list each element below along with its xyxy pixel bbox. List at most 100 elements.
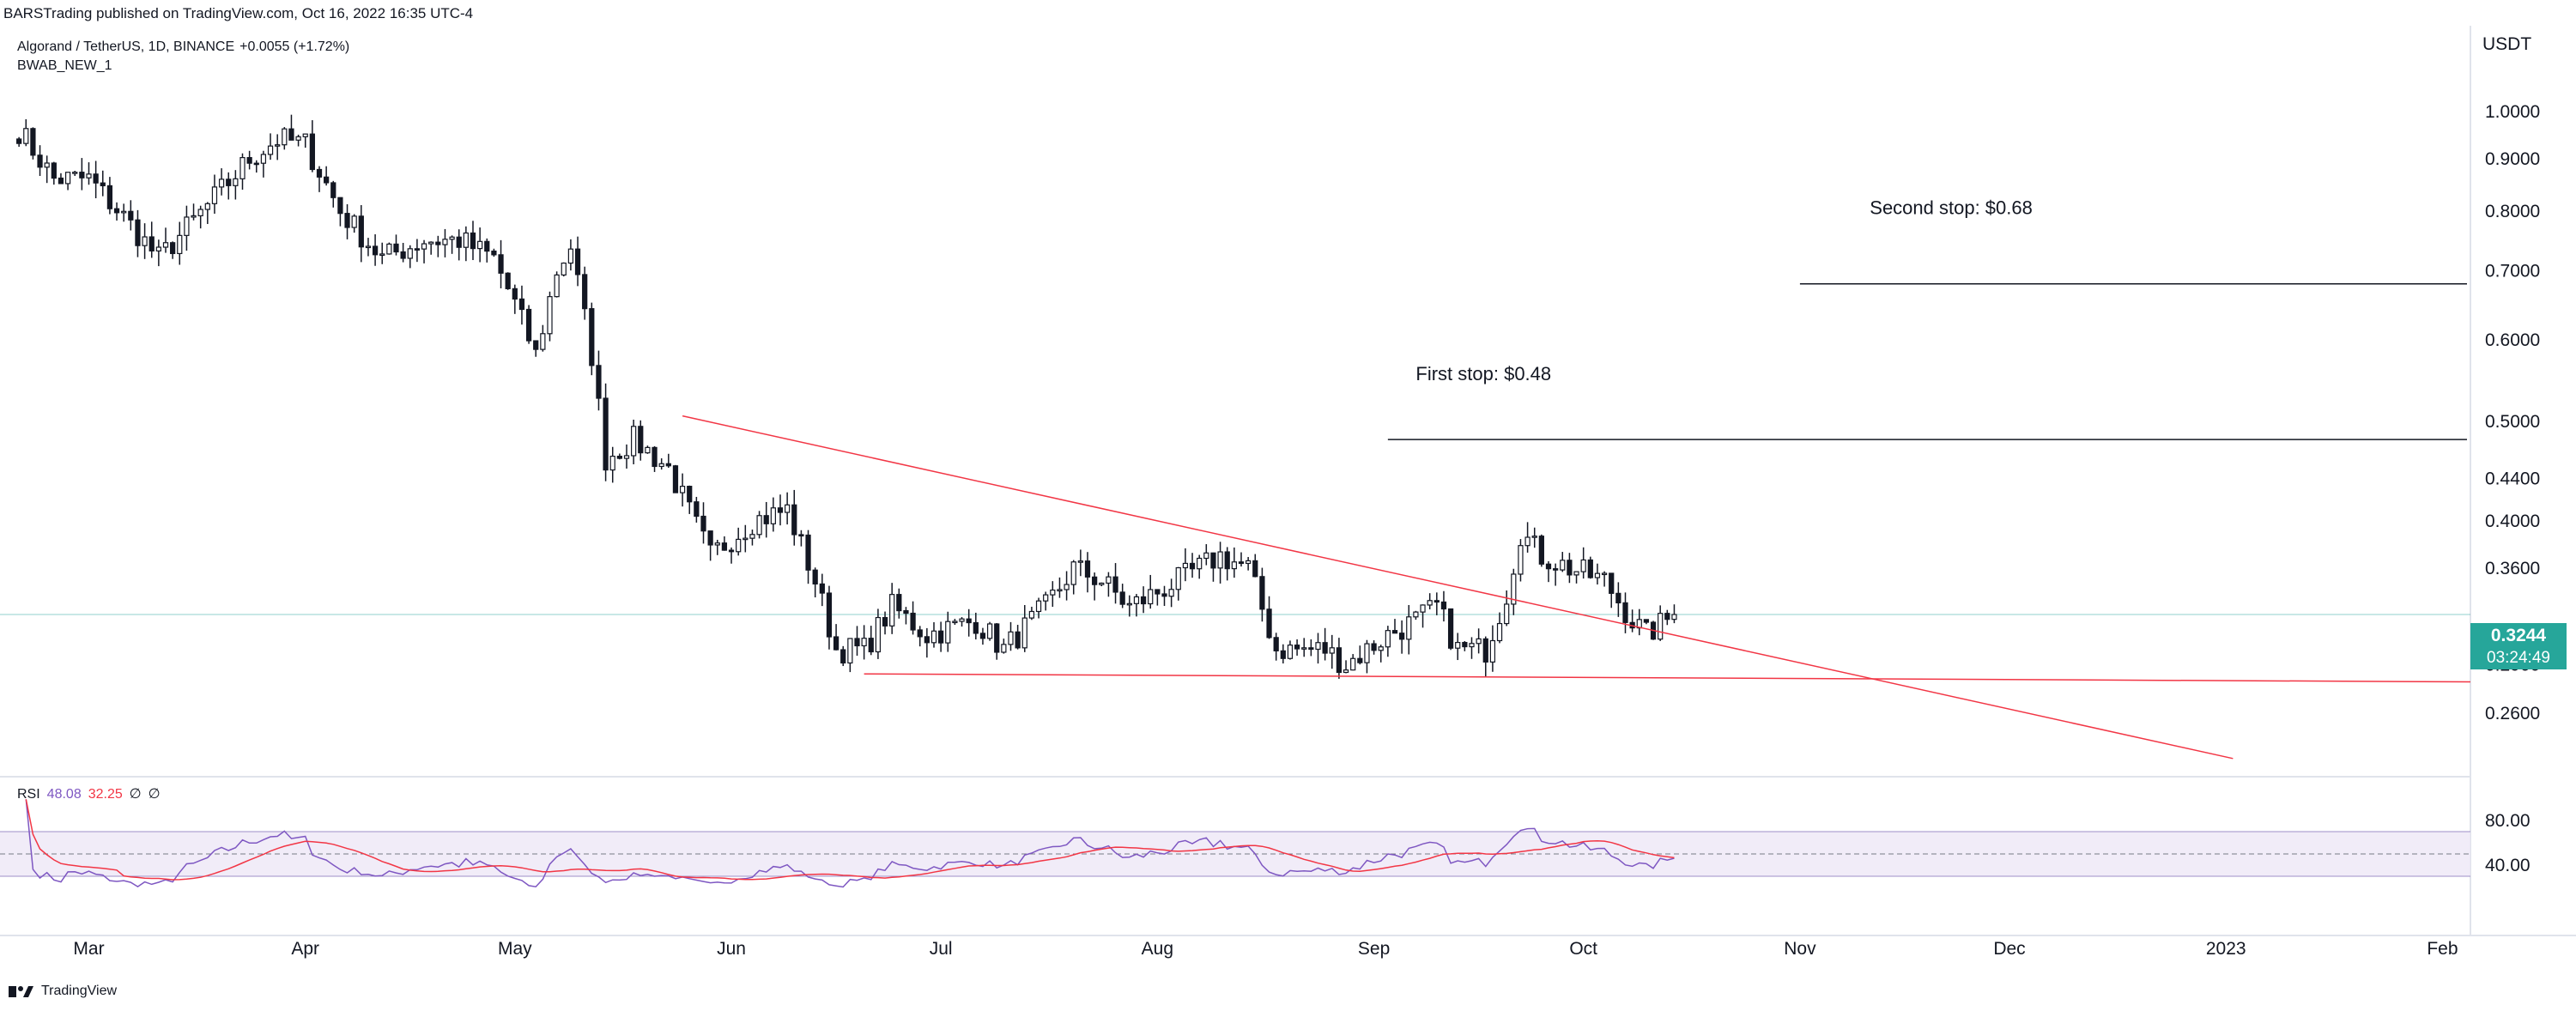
candle-body (819, 583, 825, 594)
candle-body (267, 145, 274, 155)
candle-body (162, 242, 169, 248)
candle-body (106, 185, 113, 209)
time-tick-label: Oct (1569, 939, 1597, 959)
candle-body (959, 618, 965, 622)
candle-body (44, 162, 50, 168)
candle-body (184, 216, 190, 236)
candle-body (665, 463, 671, 467)
candle-body (533, 340, 539, 350)
candle-body (288, 128, 294, 141)
candle-body (246, 157, 252, 164)
last-price-tag: 0.3244 03:24:49 (2470, 623, 2567, 669)
candle-body (1168, 589, 1174, 597)
candle-body (170, 242, 176, 255)
price-tick-label: 0.4000 (2485, 512, 2540, 531)
candle-body (365, 245, 372, 249)
candle-body (1643, 619, 1650, 623)
candle-body (23, 128, 29, 144)
candle-body (37, 154, 43, 168)
candle-body (687, 486, 693, 503)
candle-body (707, 530, 713, 546)
candle-body (1440, 601, 1447, 610)
candle-body (1553, 568, 1559, 571)
candle-body (854, 638, 860, 647)
rsi-legend-name: RSI (17, 787, 40, 802)
candle-body (86, 173, 92, 179)
candle-body (58, 177, 64, 185)
candle-body (770, 507, 776, 524)
candle-body (155, 246, 161, 251)
rsi-pane (0, 799, 2470, 888)
candle-body (1315, 642, 1321, 651)
rsi-legend: RSI 48.08 32.25 ∅ ∅ (17, 785, 167, 802)
candle-body (400, 251, 406, 259)
candle-body (714, 542, 720, 546)
candle-body (177, 234, 183, 255)
candle-body (826, 592, 833, 638)
candle-body (589, 308, 595, 366)
rsi-legend-extra-1: ∅ (129, 787, 142, 802)
candle-body (442, 239, 448, 245)
candle-body (1609, 572, 1615, 594)
candle-body (1524, 536, 1530, 547)
candle-body (1217, 551, 1223, 569)
candle-body (491, 250, 497, 256)
candle-body (763, 515, 769, 524)
candle-body (484, 240, 490, 252)
candle-body (330, 182, 336, 198)
candle-body (428, 241, 434, 245)
candle-body (1664, 613, 1670, 621)
candle-body (51, 162, 57, 179)
candle-body (1308, 647, 1314, 651)
candle-body (1573, 571, 1579, 576)
candle-body (1294, 645, 1300, 650)
candle-body (1015, 631, 1021, 649)
candle-body (742, 537, 749, 541)
candle-body (239, 157, 245, 179)
candle-body (282, 128, 288, 146)
candle-body (561, 262, 567, 275)
candle-body (1322, 642, 1328, 654)
candle-body (1364, 643, 1370, 663)
candle-body (1028, 610, 1035, 619)
candle-body (470, 232, 476, 250)
candle-body (582, 274, 588, 310)
candle-body (554, 274, 560, 298)
price-tick-label: 0.3600 (2485, 559, 2540, 578)
candle-body (903, 609, 909, 614)
candle-body (128, 210, 134, 221)
candle-body (1273, 637, 1279, 651)
candle-body (1001, 644, 1007, 653)
candle-body (1246, 560, 1252, 565)
candle-body (1427, 600, 1433, 606)
time-tick-label: Jul (930, 939, 953, 959)
candle-body (1077, 560, 1083, 563)
candle-body (1378, 646, 1384, 651)
candle-body (1357, 657, 1363, 663)
candle-body (1594, 572, 1601, 578)
time-tick-label: Apr (291, 939, 319, 959)
candle-body (1329, 647, 1335, 654)
trendline-horizontal-support (864, 673, 2471, 683)
indicator-legend: BWAB_NEW_1 (17, 58, 112, 73)
candle-body (1133, 596, 1140, 604)
candle-body (1371, 643, 1377, 651)
stop-annotation-label: Second stop: $0.68 (1870, 197, 2033, 218)
candle-body (226, 179, 232, 186)
candle-body (1182, 562, 1189, 569)
candle-body (840, 649, 846, 664)
tradingview-logo-icon (9, 986, 33, 997)
time-tick-label: Nov (1784, 939, 1816, 959)
candle-body (191, 215, 197, 218)
time-tick-label: Sep (1358, 939, 1390, 959)
candle-body (421, 243, 427, 250)
footer-brand: TradingView (9, 984, 117, 999)
candle-body (211, 186, 218, 204)
candle-body (1021, 617, 1027, 649)
candle-body (547, 296, 553, 335)
candle-body (1462, 641, 1468, 648)
time-tick-label: Aug (1142, 939, 1173, 959)
candle-body (1476, 638, 1482, 645)
candle-body (1406, 616, 1412, 640)
